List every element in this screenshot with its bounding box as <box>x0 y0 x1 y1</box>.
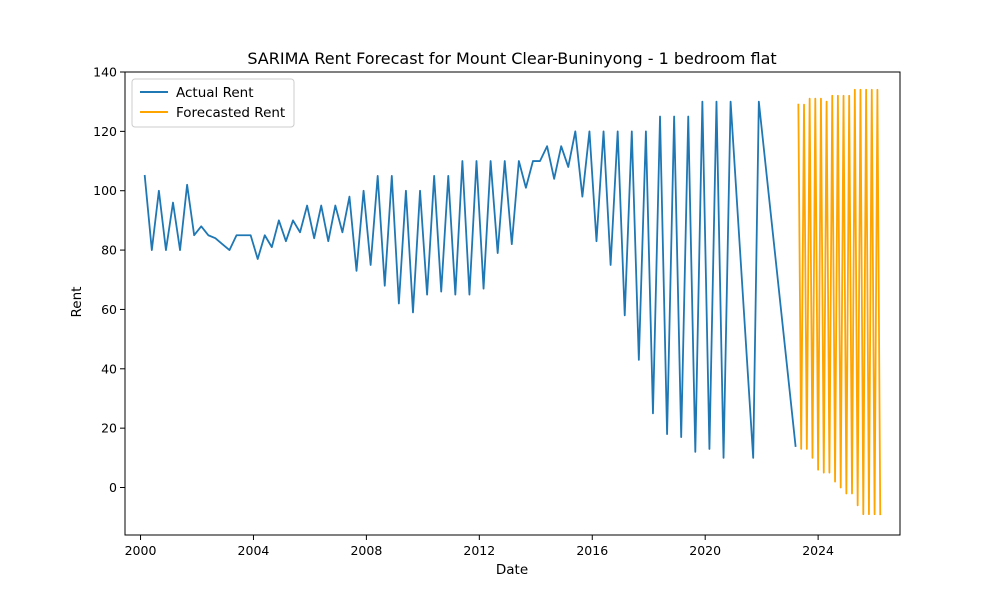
axes-layer: 2000 2004 2008 2012 2016 2020 2024 0 20 40 60 80 100… <box>93 65 901 558</box>
chart-title: SARIMA Rent Forecast for Mount Clear-Bun… <box>247 49 776 68</box>
x-tick-label: 2004 <box>238 543 270 558</box>
series-line-forecasted-rent <box>797 88 882 516</box>
y-tick-label: 140 <box>93 65 117 80</box>
plot-area <box>125 72 900 535</box>
y-tick-label: 80 <box>101 243 117 258</box>
x-tick-label: 2012 <box>463 543 495 558</box>
series-layer <box>143 88 882 516</box>
x-tick-label: 2008 <box>350 543 382 558</box>
x-tick-label: 2020 <box>689 543 721 558</box>
series-line-actual-rent <box>143 100 797 459</box>
y-tick-label: 0 <box>109 480 117 495</box>
y-tick-label: 20 <box>101 421 117 436</box>
y-tick-label: 60 <box>101 302 117 317</box>
y-tick-label: 40 <box>101 361 117 376</box>
y-tick-label: 100 <box>93 183 117 198</box>
plot-background <box>125 72 900 535</box>
legend-label-actual-rent: Actual Rent <box>176 85 254 101</box>
legend: Actual Rent Forecasted Rent <box>131 78 295 128</box>
legend-label-forecasted-rent: Forecasted Rent <box>176 105 285 121</box>
axes-frame <box>124 71 901 536</box>
y-tick-label: 120 <box>93 124 117 139</box>
x-tick-label: 2000 <box>125 543 157 558</box>
x-axis-label: Date <box>496 562 528 578</box>
x-tick-label: 2024 <box>802 543 834 558</box>
x-tick-label: 2016 <box>576 543 608 558</box>
y-axis-label: Rent <box>69 287 85 318</box>
legend-box <box>131 78 295 128</box>
